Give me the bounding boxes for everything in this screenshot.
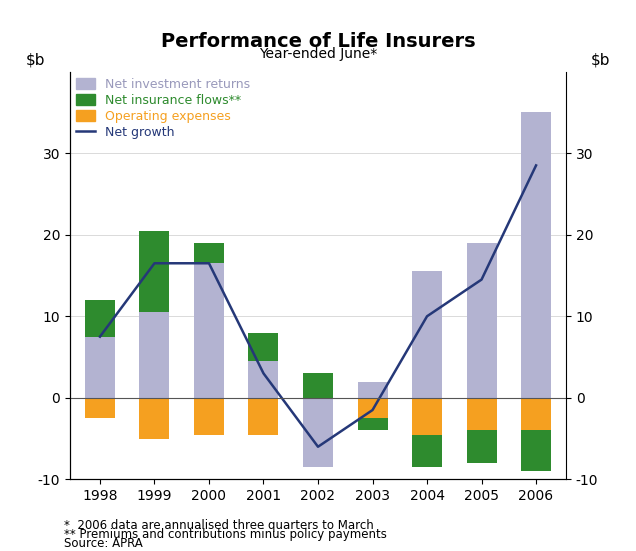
Text: $b: $b	[25, 52, 45, 68]
Bar	[412, 435, 442, 467]
Text: Source: APRA: Source: APRA	[64, 537, 142, 550]
Bar	[303, 374, 333, 398]
Title: Performance of Life Insurers: Performance of Life Insurers	[161, 31, 475, 51]
Text: $b: $b	[591, 52, 611, 68]
Bar	[139, 231, 169, 312]
Bar	[467, 243, 497, 398]
Bar	[521, 112, 551, 398]
Bar	[357, 398, 387, 418]
Bar	[85, 337, 115, 398]
Bar	[139, 398, 169, 439]
Bar	[303, 398, 333, 467]
Text: Year-ended June*: Year-ended June*	[259, 47, 377, 61]
Bar	[467, 398, 497, 430]
Bar	[194, 243, 224, 263]
Bar	[467, 430, 497, 463]
Bar	[249, 333, 279, 361]
Bar	[85, 300, 115, 337]
Bar	[139, 312, 169, 398]
Bar	[357, 381, 387, 398]
Bar	[357, 418, 387, 430]
Bar	[412, 272, 442, 398]
Bar	[521, 430, 551, 471]
Legend: Net investment returns, Net insurance flows**, Operating expenses, Net growth: Net investment returns, Net insurance fl…	[76, 78, 250, 139]
Bar	[249, 398, 279, 435]
Text: ** Premiums and contributions minus policy payments: ** Premiums and contributions minus poli…	[64, 528, 387, 541]
Bar	[194, 398, 224, 435]
Text: *  2006 data are annualised three quarters to March: * 2006 data are annualised three quarter…	[64, 518, 373, 532]
Bar	[249, 361, 279, 398]
Bar	[303, 398, 333, 430]
Bar	[412, 398, 442, 435]
Bar	[194, 263, 224, 398]
Bar	[85, 398, 115, 418]
Bar	[521, 398, 551, 430]
